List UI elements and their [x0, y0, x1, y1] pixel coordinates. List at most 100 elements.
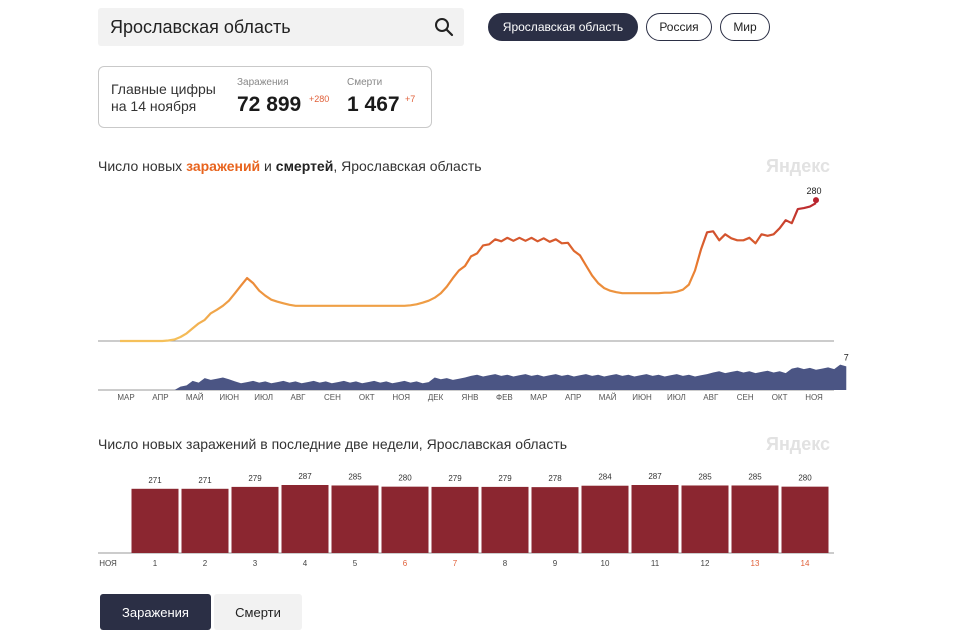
- month-label: АПР: [565, 393, 581, 402]
- bar-value-label: 287: [648, 472, 662, 481]
- bar-value-label: 287: [298, 472, 312, 481]
- bar-category-label: 11: [651, 559, 660, 568]
- bar-category-label: 2: [203, 559, 208, 568]
- infections-delta: +280: [309, 94, 330, 104]
- chart1-title-prefix: Число новых: [98, 158, 187, 174]
- bar-category-label: 12: [701, 559, 710, 568]
- chart1-title-and: и: [260, 158, 276, 174]
- bar: [681, 485, 729, 553]
- key-figures-label-line1: Главные цифры: [111, 81, 216, 97]
- tab-deaths[interactable]: Смерти: [214, 594, 302, 630]
- month-label: АПР: [152, 393, 168, 402]
- chart1-watermark: Яндекс: [766, 156, 831, 176]
- region-pill-label: Мир: [733, 20, 757, 34]
- bar-value-label: 271: [198, 476, 212, 485]
- bar: [231, 486, 279, 553]
- bar: [281, 485, 329, 553]
- month-label: ИЮЛ: [667, 393, 686, 402]
- chart1-title-deaths: смертей: [275, 158, 334, 174]
- key-figures-label: Главные цифры на 14 ноября: [111, 81, 216, 115]
- deaths-delta: +7: [405, 94, 416, 104]
- month-label: СЕН: [737, 393, 754, 402]
- key-figures-date: на 14 ноября: [111, 98, 197, 114]
- month-label: СЕН: [324, 393, 341, 402]
- bar-value-label: 278: [548, 474, 562, 483]
- month-label: МАЙ: [186, 393, 204, 402]
- bar: [431, 486, 479, 553]
- bar-value-label: 279: [498, 474, 512, 483]
- bar: [731, 485, 779, 553]
- month-axis: МАР АПР МАЙ ИЮН ИЮЛ АВГ СЕН ОКТ НОЯ ДЕК ЯНВ ФЕВ МАР А…: [117, 393, 823, 402]
- infections-end-dot: [813, 197, 819, 204]
- bar-category-label: 8: [503, 559, 508, 568]
- bar-category-label: 1: [153, 559, 158, 568]
- month-label: ИЮЛ: [254, 393, 273, 402]
- bar-category-label: 9: [553, 559, 558, 568]
- bar-category-label: 10: [601, 559, 610, 568]
- month-label: МАЙ: [599, 393, 617, 402]
- two-week-bar-chart: 271 1 271 2 279 3 287 4 285 5 280 6 279 7 279 8 278 9 284 1…: [98, 472, 834, 568]
- bar-value-label: 279: [248, 474, 262, 483]
- bar-labels: 271 1 271 2 279 3 287 4 285 5 280 6 279 7 279 8 278 9 284 1…: [99, 472, 812, 568]
- bar-category-label: 5: [353, 559, 358, 568]
- month-label: ИЮН: [632, 393, 652, 402]
- month-label: НОЯ: [392, 393, 410, 402]
- month-label: ИЮН: [219, 393, 239, 402]
- chart2-title: Число новых заражений в последние две не…: [98, 436, 568, 452]
- bar: [781, 486, 829, 553]
- bar-category-label: 13: [751, 559, 760, 568]
- month-label: МАР: [117, 393, 134, 402]
- bar-category-label: 6: [403, 559, 408, 568]
- month-label: НОЯ: [805, 393, 823, 402]
- region-pill-yaroslavl[interactable]: Ярославская область: [488, 13, 638, 41]
- infections-caption: Заражения: [237, 77, 289, 88]
- tab-deaths-label: Смерти: [235, 604, 281, 620]
- bar-value-label: 284: [598, 473, 612, 482]
- month-label: ЯНВ: [462, 393, 479, 402]
- month-label: ДЕК: [428, 393, 444, 402]
- month-label: МАР: [530, 393, 547, 402]
- region-pill-russia[interactable]: Россия: [646, 13, 712, 41]
- trend-chart: 280 7 МАР АПР МАЙ ИЮН ИЮЛ АВГ СЕН ОКТ НОЯ ДЕК ЯНВ Ф…: [98, 186, 849, 402]
- bar-value-label: 279: [448, 474, 462, 483]
- region-pill-label: Россия: [659, 20, 699, 34]
- month-label: ФЕВ: [496, 393, 513, 402]
- chart1-title-suffix: , Ярославская область: [333, 158, 482, 174]
- search-bar[interactable]: Ярославская область: [98, 8, 464, 46]
- bar: [331, 485, 379, 553]
- month-label: ОКТ: [359, 393, 375, 402]
- bar: [531, 487, 579, 553]
- bar-category-label: 14: [801, 559, 810, 568]
- bar-value-label: 280: [798, 474, 812, 483]
- bar: [131, 488, 179, 553]
- bar: [381, 486, 429, 553]
- search-input[interactable]: Ярославская область: [110, 17, 291, 37]
- region-pill-world[interactable]: Мир: [720, 13, 770, 41]
- bar: [481, 486, 529, 553]
- deaths-end-label: 7: [844, 352, 849, 362]
- bar-value-label: 285: [698, 472, 712, 481]
- tab-infections-label: Заражения: [122, 604, 189, 620]
- month-label: АВГ: [290, 393, 306, 402]
- tab-infections[interactable]: Заражения: [100, 594, 211, 630]
- search-icon[interactable]: [434, 17, 454, 37]
- chart2-watermark: Яндекс: [766, 434, 831, 454]
- bar-value-label: 280: [398, 474, 412, 483]
- month-label: ОКТ: [772, 393, 788, 402]
- key-figures-card: Главные цифры на 14 ноября Заражения 72 …: [98, 66, 432, 128]
- region-pill-label: Ярославская область: [502, 20, 624, 34]
- chart1-title: Число новых заражений и смертей, Ярослав…: [98, 158, 482, 174]
- infections-end-label: 280: [806, 186, 821, 196]
- bar: [181, 488, 229, 553]
- bar-category-label: 7: [453, 559, 458, 568]
- infections-trend-line: [120, 202, 817, 343]
- bar-value-label: 285: [348, 472, 362, 481]
- bar-value-label: 271: [148, 476, 162, 485]
- month-label: АВГ: [703, 393, 719, 402]
- bars: [131, 485, 829, 553]
- deaths-total: 1 467: [347, 93, 400, 116]
- bar: [581, 485, 629, 553]
- chart1-title-infections: заражений: [186, 158, 261, 174]
- bar-category-label: 4: [303, 559, 308, 568]
- deaths-area: [120, 364, 847, 390]
